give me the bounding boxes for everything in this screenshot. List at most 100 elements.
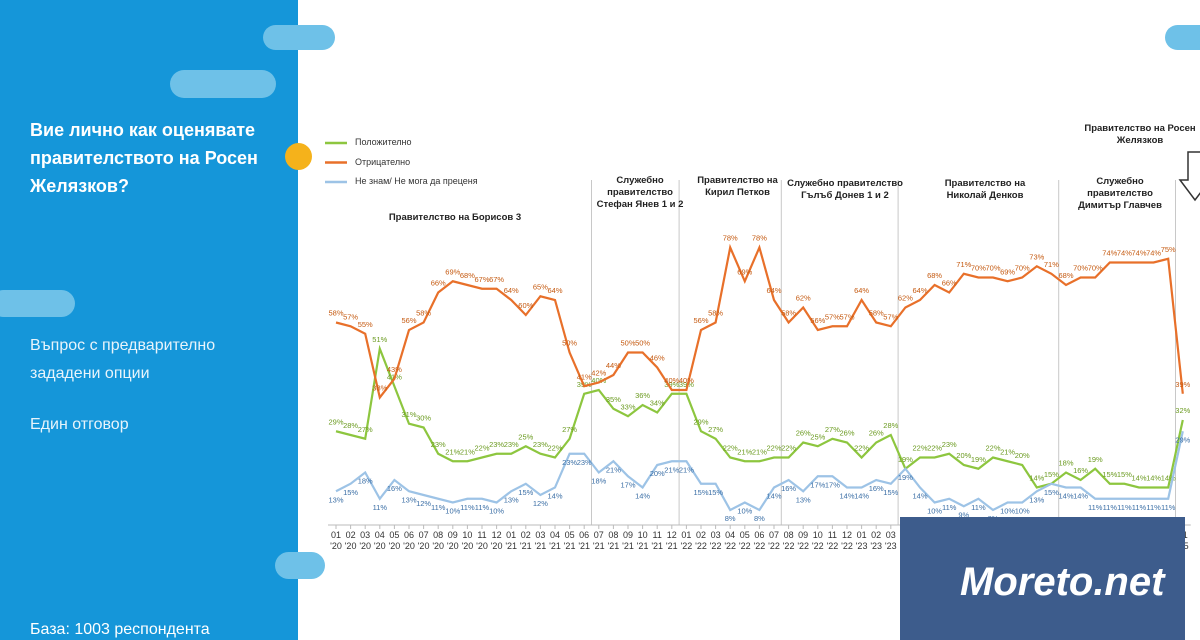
x-tick-label: 03 '23	[884, 530, 897, 551]
decor-pill	[263, 25, 335, 50]
data-label: 28%	[883, 421, 898, 430]
annotation: Правителство на Николай Денков	[944, 178, 1026, 201]
answer-note: Един отговор	[30, 416, 129, 433]
x-tick-label: 11 '21	[651, 530, 664, 551]
data-label: 23%	[577, 458, 592, 467]
data-label: 64%	[504, 286, 519, 295]
data-label: 56%	[401, 316, 416, 325]
x-tick-label: 12 '21	[665, 530, 678, 551]
data-label: 67%	[474, 275, 489, 284]
data-label: 11%	[1161, 503, 1176, 512]
x-tick-label: 05 '20	[388, 530, 401, 551]
x-tick-label: 07 '21	[592, 530, 605, 551]
data-label: 11%	[1117, 503, 1132, 512]
data-label: 10%	[737, 507, 752, 516]
data-label: 14%	[766, 492, 781, 501]
data-label: 15%	[883, 488, 898, 497]
data-label: 74%	[1102, 249, 1117, 258]
series-line	[335, 344, 1184, 489]
x-tick-label: 05 '21	[563, 530, 576, 551]
legend-label: Не знам/ Не мога да преценя	[355, 176, 478, 186]
data-label: 10%	[1015, 507, 1030, 516]
data-label: 11%	[1088, 503, 1103, 512]
data-label: 14%	[1146, 474, 1161, 483]
data-label: 13%	[796, 495, 811, 504]
data-label: 26%	[869, 429, 884, 438]
x-tick-label: 02 '20	[344, 530, 357, 551]
data-label: 69%	[737, 267, 752, 276]
data-label: 10%	[927, 507, 942, 516]
x-tick-label: 02 '23	[870, 530, 883, 551]
data-label: 39%	[679, 380, 694, 389]
x-tick-label: 06 '22	[753, 530, 766, 551]
data-label: 23%	[489, 440, 504, 449]
data-label: 60%	[518, 301, 533, 310]
data-label: 21%	[664, 465, 679, 474]
data-label: 31%	[401, 410, 416, 419]
data-label: 20%	[1015, 451, 1030, 460]
x-tick-label: 07 '22	[768, 530, 780, 551]
data-label: 56%	[810, 316, 825, 325]
data-label: 22%	[985, 444, 1000, 453]
data-label: 74%	[1131, 249, 1146, 258]
data-label: 11%	[460, 503, 475, 512]
data-label: 69%	[1000, 267, 1015, 276]
data-label: 11%	[1146, 503, 1161, 512]
x-tick-label: 01 '23	[855, 530, 868, 551]
data-label: 19%	[898, 473, 913, 482]
data-label: 21%	[737, 447, 752, 456]
x-tick-label: 01 '21	[505, 530, 518, 551]
data-label: 55%	[358, 320, 373, 329]
data-label: 75%	[1161, 245, 1176, 254]
data-label: 11%	[971, 503, 986, 512]
data-label: 21%	[679, 465, 694, 474]
data-label: 67%	[489, 275, 504, 284]
data-label: 15%	[1044, 488, 1059, 497]
data-label: 14%	[912, 492, 927, 501]
x-tick-label: 09 '22	[797, 530, 810, 551]
data-label: 13%	[401, 495, 416, 504]
data-label: 21%	[460, 447, 475, 456]
data-label: 18%	[591, 477, 606, 486]
data-label: 23%	[533, 440, 548, 449]
data-label: 68%	[460, 271, 475, 280]
x-tick-label: 03 '21	[534, 530, 547, 551]
data-label: 32%	[1175, 406, 1190, 415]
data-label: 14%	[635, 492, 650, 501]
data-label: 15%	[693, 488, 708, 497]
legend-label: Отрицателно	[355, 156, 411, 167]
x-tick-label: 10 '21	[636, 530, 649, 551]
x-tick-label: 08 '21	[607, 530, 620, 551]
watermark: Moreto.net	[960, 560, 1165, 604]
data-label: 50%	[620, 339, 635, 348]
data-label: 70%	[1088, 264, 1103, 273]
data-label: 14%	[1161, 474, 1176, 483]
decor-pill	[0, 290, 75, 317]
data-label: 14%	[1131, 474, 1146, 483]
data-label: 71%	[956, 260, 971, 269]
data-label: 25%	[518, 432, 533, 441]
data-label: 58%	[416, 309, 431, 318]
data-label: 25%	[810, 432, 825, 441]
x-tick-label: 10 '20	[461, 530, 474, 551]
data-label: 58%	[328, 309, 343, 318]
x-tick-label: 10 '22	[811, 530, 824, 551]
data-label: 17%	[825, 480, 840, 489]
data-label: 14%	[854, 492, 869, 501]
data-label: 17%	[810, 480, 825, 489]
data-label: 27%	[708, 425, 723, 434]
data-label: 13%	[328, 495, 343, 504]
data-label: 23%	[504, 440, 519, 449]
data-label: 51%	[372, 335, 387, 344]
x-tick-label: 06 '20	[403, 530, 415, 551]
data-label: 74%	[1146, 249, 1161, 258]
data-label: 70%	[1015, 264, 1030, 273]
data-label: 46%	[650, 354, 665, 363]
side-panel: Вие лично как оценявате правителството н…	[0, 0, 298, 640]
x-tick-label: 11 '20	[476, 530, 488, 551]
data-label: 13%	[504, 495, 519, 504]
data-label: 22%	[547, 444, 562, 453]
data-label: 26%	[839, 429, 854, 438]
data-label: 8%	[754, 514, 765, 523]
data-label: 40%	[679, 376, 694, 385]
